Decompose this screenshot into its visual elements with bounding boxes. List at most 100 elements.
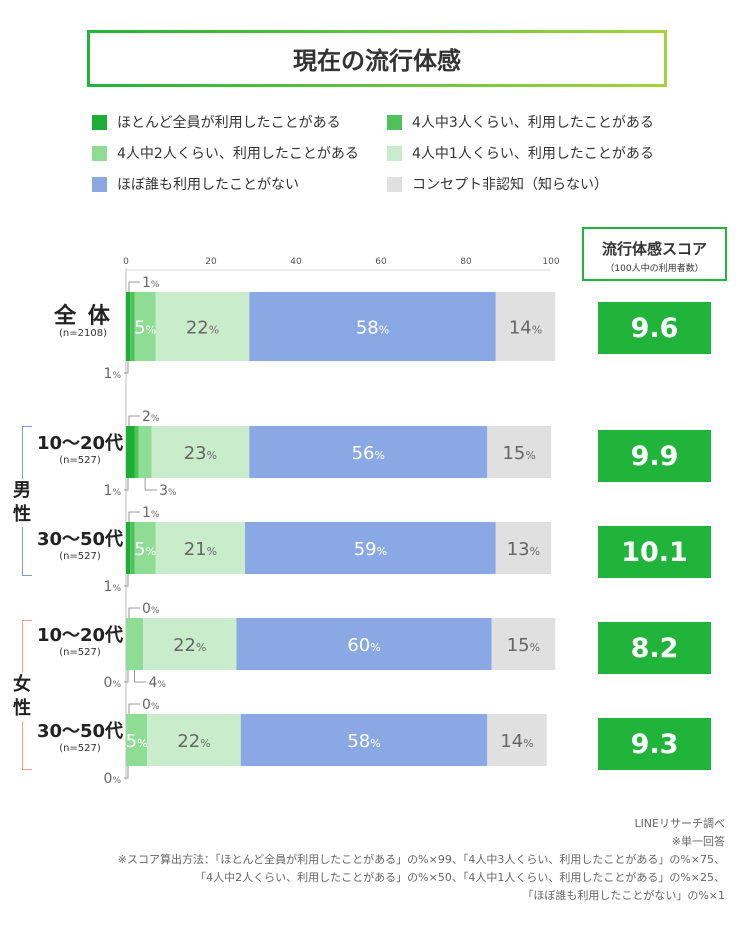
callout-line xyxy=(128,415,140,426)
note-formula-3: 「ほぼ誰も利用したことがない」の%×1 xyxy=(522,889,725,902)
row-label-male-young: 10〜20代 (n=527) xyxy=(25,433,135,466)
data-label: 60% xyxy=(347,635,380,656)
callout-label: 1% xyxy=(142,275,160,291)
data-label: 14% xyxy=(500,731,533,752)
callout-label: 2% xyxy=(142,409,160,425)
legend-swatch-5 xyxy=(92,176,107,192)
row-n: (n=527) xyxy=(59,743,101,754)
callout-label: 1% xyxy=(104,483,122,499)
legend-label-1: ほとんど全員が利用したことがある xyxy=(117,115,341,131)
x-tick-label: 80 xyxy=(460,257,472,267)
legend-swatch-4 xyxy=(387,145,402,161)
legend-item-3: 4人中2人くらい、利用したことがある xyxy=(92,143,359,163)
row-name: 30〜50代 xyxy=(36,721,124,742)
data-label: 56% xyxy=(352,443,385,464)
callout-label: 1% xyxy=(104,366,122,382)
data-label: 22% xyxy=(173,635,206,656)
row-label-male-adult: 30〜50代 (n=527) xyxy=(25,529,135,562)
row-name: 全 体 xyxy=(54,304,112,329)
bar-segment xyxy=(245,522,496,574)
legend-item-2: 4人中3人くらい、利用したことがある xyxy=(387,112,654,132)
callout-line xyxy=(124,361,129,374)
callout-label: 3% xyxy=(159,483,177,499)
legend-label-3: 4人中2人くらい、利用したことがある xyxy=(117,146,359,162)
legend-swatch-1 xyxy=(92,114,107,130)
data-label: 15% xyxy=(502,443,535,464)
bar-segment xyxy=(240,714,488,766)
legend-label-2: 4人中3人くらい、利用したことがある xyxy=(412,115,654,131)
bar-segment xyxy=(155,292,250,361)
row-label-total: 全 体 (n=2108) xyxy=(28,304,138,340)
bar-segment xyxy=(249,426,488,478)
callout-label: 4% xyxy=(149,675,167,691)
bar-segment xyxy=(134,426,139,478)
callout-label: 0% xyxy=(142,697,160,713)
footnotes: LINEリサーチ調べ ※単一回答 ※スコア算出方法：「ほとんど全員が利用したこと… xyxy=(118,815,725,905)
bar-segment xyxy=(249,292,496,361)
row-label-female-adult: 30〜50代 (n=527) xyxy=(25,721,135,754)
legend-label-6: コンセプト非認知（知らない） xyxy=(412,177,608,193)
bar-segment xyxy=(151,426,250,478)
bar-segment xyxy=(495,522,551,574)
x-tick-label: 60 xyxy=(375,257,387,267)
group-label-female: 女性 xyxy=(2,673,42,721)
data-label: 23% xyxy=(184,443,217,464)
legend-swatch-3 xyxy=(92,145,107,161)
callout-line xyxy=(124,766,129,779)
note-single: ※単一回答 xyxy=(671,835,725,848)
legend-item-5: ほぼ誰も利用したことがない xyxy=(92,174,299,194)
bar-segment xyxy=(495,292,556,361)
row-n: (n=527) xyxy=(59,551,101,562)
callout-line xyxy=(124,478,129,491)
callout-label: 1% xyxy=(142,505,160,521)
x-tick-label: 0 xyxy=(123,257,129,267)
data-label: 21% xyxy=(184,539,217,560)
data-label: 5% xyxy=(134,539,156,560)
callout-label: 0% xyxy=(104,771,122,787)
data-label: 22% xyxy=(186,318,219,339)
chart-title: 現在の流行体感 xyxy=(87,30,667,87)
legend-label-5: ほぼ誰も利用したことがない xyxy=(117,177,299,193)
score-header-subtitle: （100人中の利用者数） xyxy=(605,264,704,274)
score-box-female-young: 8.2 xyxy=(598,622,711,674)
row-name: 10〜20代 xyxy=(36,625,124,646)
row-n: (n=527) xyxy=(59,455,101,466)
data-label: 14% xyxy=(509,318,542,339)
score-box-total: 9.6 xyxy=(598,302,711,354)
bar-segment xyxy=(487,714,547,766)
callout-line xyxy=(124,670,129,683)
bar-segment xyxy=(134,522,156,574)
note-formula-2: 「4人中2人くらい、利用したことがある」の%×50、「4人中1人くらい、利用した… xyxy=(195,871,725,884)
data-label: 13% xyxy=(507,539,540,560)
x-tick-label: 100 xyxy=(542,257,559,267)
callout-line xyxy=(128,511,140,522)
data-label: 58% xyxy=(347,731,380,752)
group-label-female-text: 女性 xyxy=(13,674,31,719)
bar-segment xyxy=(143,618,237,670)
row-name: 30〜50代 xyxy=(36,529,124,550)
callout-line xyxy=(144,478,158,491)
callout-line xyxy=(128,703,140,714)
group-label-male: 男性 xyxy=(2,479,42,527)
bar-segment xyxy=(491,618,556,670)
callout-label: 0% xyxy=(142,601,160,617)
group-label-male-text: 男性 xyxy=(13,480,31,525)
legend-item-6: コンセプト非認知（知らない） xyxy=(387,174,608,194)
row-n: (n=2108) xyxy=(59,328,107,339)
legend-swatch-2 xyxy=(387,114,402,130)
x-tick-label: 20 xyxy=(205,257,217,267)
score-header: 流行体感スコア （100人中の利用者数） xyxy=(582,227,727,281)
row-name: 10〜20代 xyxy=(36,433,124,454)
score-box-female-adult: 9.3 xyxy=(598,718,711,770)
legend-label-4: 4人中1人くらい、利用したことがある xyxy=(412,146,654,162)
bar-segment xyxy=(155,522,245,574)
data-label: 15% xyxy=(507,635,540,656)
legend-swatch-6 xyxy=(387,176,402,192)
callout-line xyxy=(128,281,140,292)
note-source: LINEリサーチ調べ xyxy=(634,817,725,830)
score-box-male-adult: 10.1 xyxy=(598,526,711,578)
callout-label: 0% xyxy=(104,675,122,691)
bar-segment xyxy=(236,618,492,670)
score-box-male-young: 9.9 xyxy=(598,430,711,482)
bar-segment xyxy=(138,426,152,478)
